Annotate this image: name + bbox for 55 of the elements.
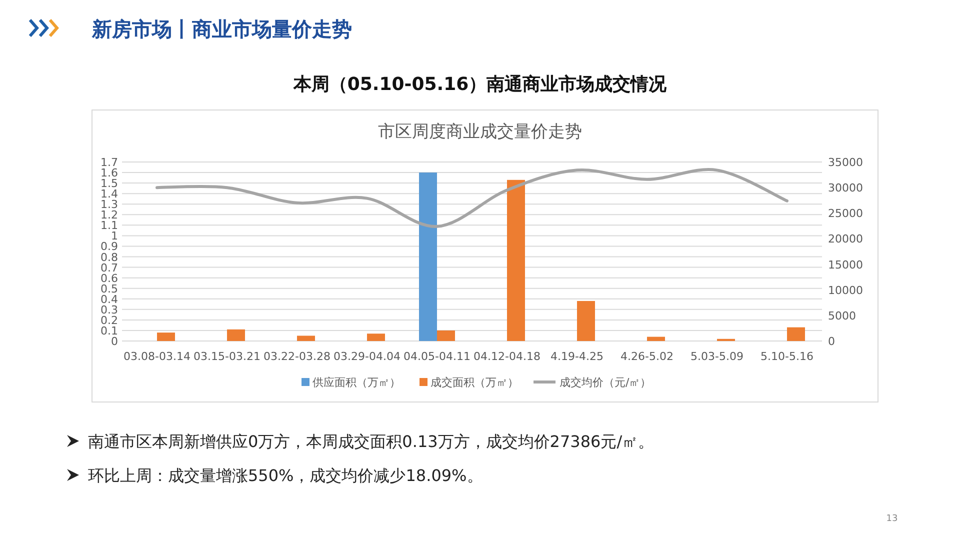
x-tick-label: 04.05-04.11 bbox=[404, 350, 470, 363]
y-tick-label: 0.2 bbox=[100, 314, 118, 327]
y-tick-label: 1.4 bbox=[100, 188, 118, 201]
y2-tick-label: 10000 bbox=[828, 284, 863, 297]
y-tick-label: 0.9 bbox=[100, 240, 118, 254]
y2-tick-label: 30000 bbox=[828, 182, 863, 195]
x-tick-label: 4.26-5.02 bbox=[620, 350, 674, 363]
y2-tick-label: 0 bbox=[828, 335, 835, 348]
bar bbox=[157, 332, 175, 341]
text: 本周（05.10-05.16）南通商业市场成交情况 bbox=[292, 74, 668, 95]
x-tick-label: 04.12-04.18 bbox=[474, 350, 540, 363]
bar bbox=[367, 334, 385, 341]
legend-label: 供应面积（万㎡） bbox=[312, 376, 400, 389]
bar bbox=[787, 327, 805, 341]
y-tick-label: 1.2 bbox=[100, 208, 118, 222]
y-tick-label: 0.6 bbox=[100, 272, 118, 285]
y-tick-label: 1.6 bbox=[100, 166, 118, 180]
x-tick-label: 5.10-5.16 bbox=[760, 350, 814, 363]
y2-tick-label: 5000 bbox=[828, 309, 856, 322]
bar bbox=[507, 180, 525, 341]
x-tick-label: 03.15-03.21 bbox=[194, 350, 260, 363]
y-tick-label: 0.7 bbox=[100, 261, 118, 274]
bar bbox=[577, 300, 595, 341]
y2-tick-label: 35000 bbox=[828, 156, 863, 169]
y-tick-label: 1.3 bbox=[100, 198, 118, 212]
y-tick-label: 0.3 bbox=[100, 303, 118, 316]
text: 13 bbox=[886, 514, 898, 524]
y-tick-label: 0.4 bbox=[100, 292, 118, 306]
y2-tick-label: 15000 bbox=[828, 258, 863, 272]
y-tick-label: 1.7 bbox=[100, 156, 118, 169]
x-tick-label: 03.08-03.14 bbox=[124, 350, 190, 363]
bar bbox=[227, 329, 245, 341]
y2-tick-label: 25000 bbox=[828, 207, 863, 220]
y-tick-label: 0 bbox=[111, 335, 118, 348]
y-tick-label: 0.1 bbox=[100, 324, 118, 338]
y-tick-label: 1.1 bbox=[100, 219, 118, 232]
y-tick-label: 1 bbox=[111, 230, 118, 243]
y-tick-label: 0.8 bbox=[100, 250, 118, 264]
x-tick-label: 03.22-03.28 bbox=[264, 350, 330, 363]
legend-label: 成交面积（万㎡） bbox=[430, 376, 518, 389]
legend-label: 成交均价（元/㎡） bbox=[560, 376, 652, 389]
bar bbox=[437, 330, 455, 341]
y-tick-label: 0.5 bbox=[100, 282, 118, 296]
text: 环比上周：成交量增涨550%，成交均价减少18.09%。 bbox=[88, 466, 483, 485]
chart-title: 市区周度商业成交量价走势 bbox=[378, 122, 582, 142]
x-tick-label: 03.29-04.04 bbox=[334, 350, 400, 363]
line-series bbox=[156, 168, 788, 228]
bar bbox=[647, 336, 665, 341]
x-tick-label: 4.19-4.25 bbox=[550, 350, 604, 363]
y2-tick-label: 20000 bbox=[828, 232, 863, 246]
text: 南通市区本周新增供应0万方，本周成交面积0.13万方，成交均价27386元/㎡。 bbox=[88, 432, 654, 451]
y-tick-label: 1.5 bbox=[100, 177, 118, 190]
text: 新房市场丨商业市场量价走势 bbox=[91, 17, 352, 41]
bar bbox=[297, 336, 315, 341]
x-tick-label: 5.03-5.09 bbox=[690, 350, 744, 363]
